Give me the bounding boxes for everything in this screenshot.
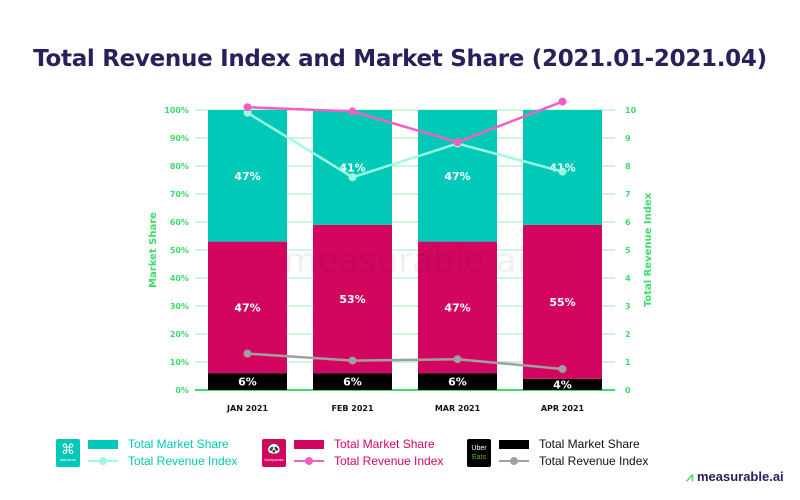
revenue-index-line — [247, 352, 563, 371]
revenue-index-point — [243, 103, 252, 112]
bar-segment — [523, 224, 602, 379]
bar-segment — [313, 110, 392, 225]
y2-tick-label: 4 — [625, 274, 631, 283]
brand-logo: ⩘ measurable.ai — [686, 469, 784, 484]
revenue-index-point — [348, 173, 357, 182]
revenue-index-point — [558, 365, 567, 373]
legend-label: Total Revenue Index — [128, 454, 238, 468]
revenue-index-point — [558, 97, 567, 106]
ubereats-logo: Uber Eats — [467, 439, 491, 467]
data-label: 6% — [448, 376, 467, 389]
bar-segment — [418, 373, 497, 390]
revenue-index-point — [243, 108, 252, 117]
y-tick-label: 10% — [170, 358, 189, 367]
legend-label: Total Market Share — [334, 437, 435, 451]
foodpanda-logo: 🐼 foodpanda — [262, 439, 286, 467]
x-tick-label: FEB 2021 — [331, 404, 374, 413]
y2-tick-label: 5 — [625, 246, 631, 255]
data-label: 55% — [549, 296, 575, 309]
y-tick-label: 50% — [170, 246, 189, 255]
y-tick-label: 0% — [175, 386, 189, 395]
x-tick-label: MAR 2021 — [435, 404, 481, 413]
data-label: 53% — [339, 293, 365, 306]
y-tick-label: 70% — [170, 190, 189, 199]
y2-tick-label: 7 — [625, 190, 631, 199]
y-tick-label: 100% — [164, 106, 189, 115]
legend-label: Total Market Share — [539, 437, 640, 451]
revenue-index-point — [348, 107, 357, 116]
y2-tick-label: 1 — [625, 358, 631, 367]
y2-tick-label: 2 — [625, 330, 631, 339]
data-label: 6% — [238, 376, 257, 389]
revenue-index-point — [243, 349, 252, 358]
legend-label: Total Market Share — [128, 437, 229, 451]
bar-segment — [208, 110, 287, 242]
y2-tick-label: 0 — [625, 386, 631, 395]
y2-tick-label: 6 — [625, 218, 631, 227]
bar-segment — [418, 241, 497, 374]
bar-segment — [208, 373, 287, 390]
bar-segment — [313, 373, 392, 390]
legend-label: Total Revenue Index — [539, 454, 649, 468]
x-tick-label: JAN 2021 — [226, 404, 268, 413]
revenue-index-line — [246, 111, 563, 179]
revenue-index-line — [247, 100, 563, 144]
x-tick-label: APR 2021 — [541, 404, 585, 413]
y-tick-label: 60% — [170, 218, 189, 227]
y-tick-label: 90% — [170, 134, 189, 143]
bar-segment — [523, 378, 602, 390]
y2-tick-label: 9 — [625, 134, 631, 143]
y-tick-label: 30% — [170, 302, 189, 311]
data-label: 47% — [444, 301, 470, 314]
y-axis-label: Market Share — [148, 212, 159, 288]
y2-tick-label: 8 — [625, 162, 631, 171]
y-tick-label: 20% — [170, 330, 189, 339]
y2-tick-label: 3 — [625, 302, 631, 311]
chart-title: Total Revenue Index and Market Share (20… — [33, 46, 767, 72]
revenue-index-point — [558, 167, 567, 176]
data-label: 4% — [553, 378, 572, 391]
data-label: 47% — [234, 170, 260, 183]
y-tick-label: 80% — [170, 162, 189, 171]
y2-axis-label: Total Revenue Index — [643, 192, 654, 307]
bar-segment — [313, 224, 392, 374]
y2-tick-label: 10 — [625, 106, 637, 115]
revenue-index-point — [453, 138, 462, 147]
watermark: measurable.ai — [284, 241, 526, 281]
data-label: 47% — [234, 301, 260, 314]
data-label: 6% — [343, 376, 362, 389]
revenue-index-point — [453, 355, 462, 364]
revenue-index-point — [348, 356, 357, 365]
data-label: 47% — [444, 170, 470, 183]
deliveroo-logo: ⌘ deliveroo — [56, 439, 80, 467]
legend-label: Total Revenue Index — [334, 454, 444, 468]
y-tick-label: 40% — [170, 274, 189, 283]
bar-segment — [523, 110, 602, 225]
data-label: 41% — [339, 161, 365, 174]
